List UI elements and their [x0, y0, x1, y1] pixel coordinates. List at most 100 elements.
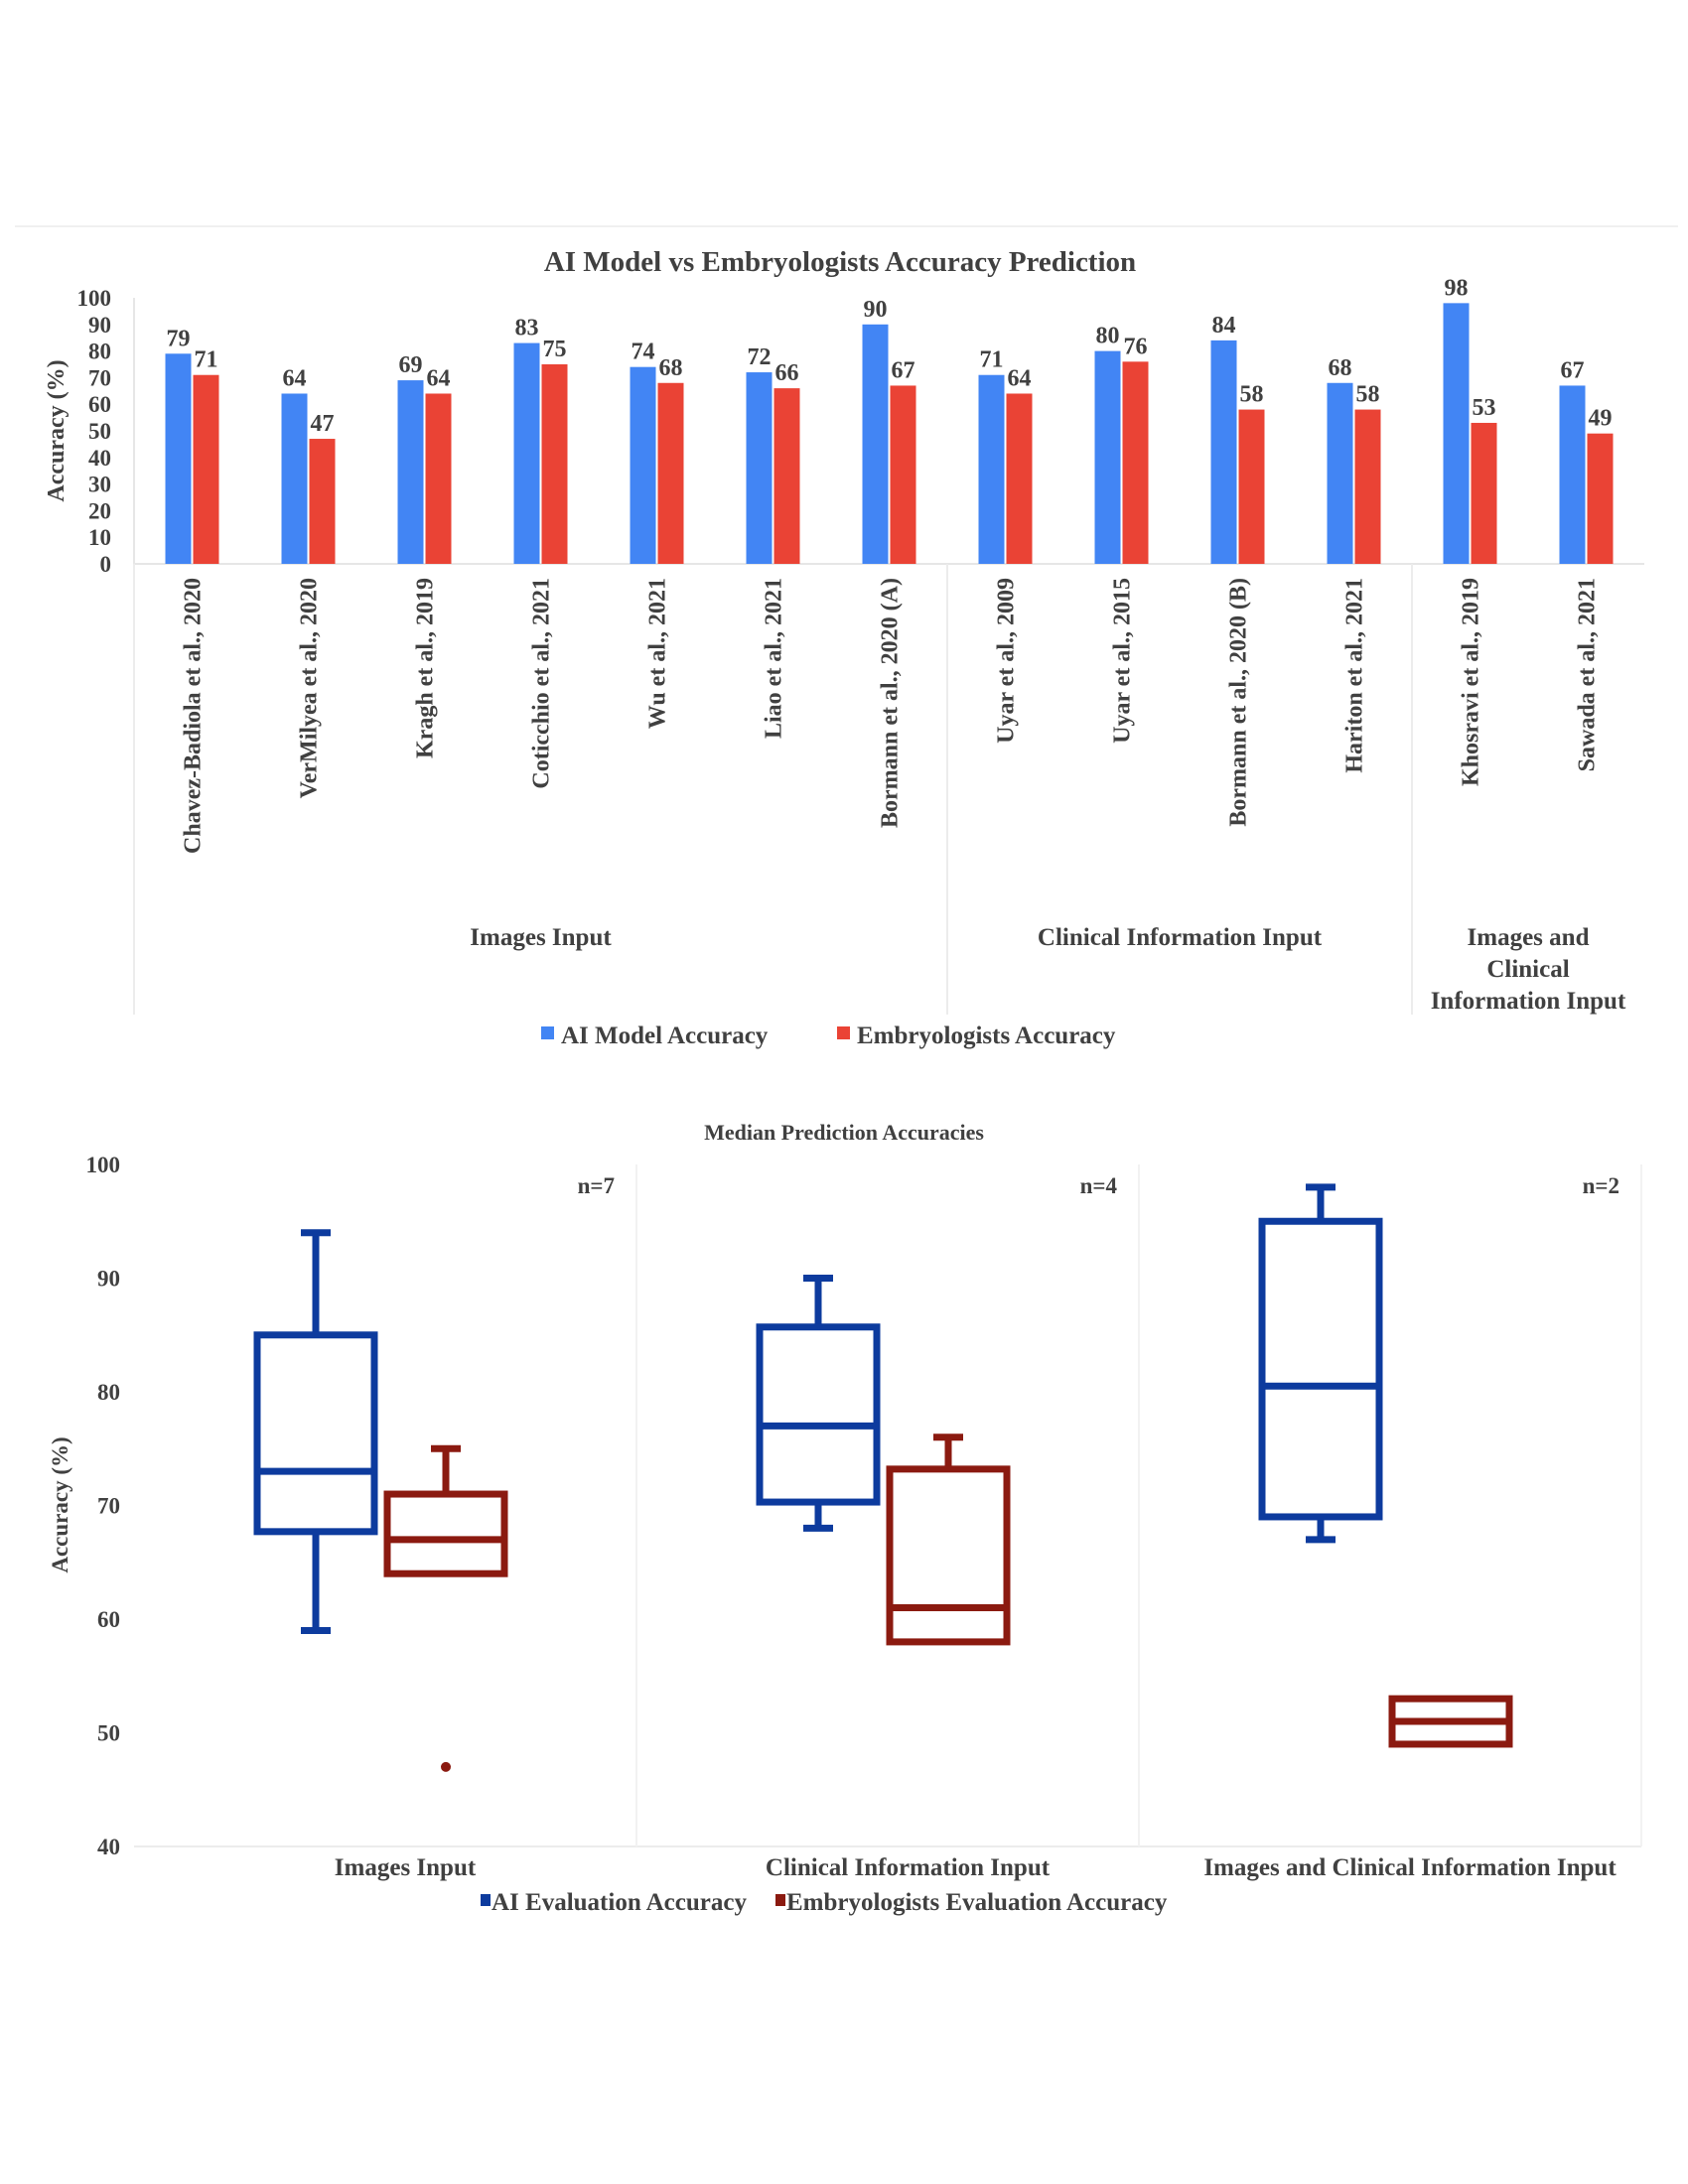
bar-data-label: 68: [659, 355, 683, 381]
bar-data-label: 76: [1124, 334, 1148, 359]
box: [1258, 1217, 1383, 1521]
x-category-label: Clinical Information Input: [766, 1854, 1051, 1881]
y-tick-label: 60: [88, 392, 111, 417]
y-tick-label: 20: [88, 498, 111, 523]
bar-data-label: 84: [1212, 313, 1236, 339]
bar-ai: [978, 374, 1005, 564]
legend-label: AI Model Accuracy: [561, 1023, 769, 1049]
bar-ai: [513, 342, 540, 564]
bar-ai: [1210, 340, 1237, 564]
bar-data-label: 47: [311, 411, 335, 437]
bar-data-label: 71: [195, 347, 218, 373]
bar-embryologist: [1006, 393, 1033, 564]
y-tick-label: 80: [97, 1380, 120, 1405]
bar-chart-title: AI Model vs Embryologists Accuracy Predi…: [544, 246, 1136, 278]
n-label: n=7: [578, 1173, 615, 1198]
bar-data-label: 90: [864, 297, 888, 323]
x-category-label: Sawada et al., 2021: [1575, 578, 1601, 771]
y-tick-label: 70: [88, 365, 111, 390]
bar-data-label: 66: [775, 360, 799, 386]
bar-ai: [1443, 303, 1470, 564]
y-tick-label: 60: [97, 1607, 120, 1632]
x-category-label: Kragh et al., 2019: [413, 578, 439, 758]
box-chart-title: Median Prediction Accuracies: [704, 1120, 984, 1145]
bar-embryologist: [1471, 422, 1497, 564]
x-category-label: Uyar et al., 2015: [1110, 578, 1136, 744]
bar-data-label: 64: [1008, 365, 1032, 391]
x-category-label: Wu et al., 2021: [645, 578, 671, 729]
bar-data-label: 83: [515, 316, 539, 341]
box-chart-y-axis-label: Accuracy (%): [48, 1436, 72, 1572]
group-label: Images Input: [470, 924, 612, 951]
legend-label: Embryologists Accuracy: [857, 1023, 1116, 1049]
x-category-label: Bormann et al., 2020 (A): [878, 578, 904, 828]
bar-ai: [1559, 385, 1586, 564]
y-tick-label: 0: [100, 552, 112, 577]
bar-data-label: 68: [1329, 355, 1352, 381]
y-tick-label: 100: [86, 1153, 121, 1177]
y-tick-label: 50: [88, 419, 111, 444]
bar-embryologist: [657, 382, 684, 564]
legend-swatch-embryologist: [837, 1026, 850, 1039]
bar-ai: [862, 324, 889, 564]
x-category-label: Chavez-Badiola et al., 2020: [181, 578, 207, 854]
y-tick-label: 90: [88, 313, 111, 338]
legend-swatch-ai: [541, 1026, 554, 1039]
bar-data-label: 58: [1240, 382, 1264, 408]
group-label-line: Images and: [1468, 924, 1590, 951]
bar-embryologist: [890, 385, 916, 564]
bar-ai: [746, 372, 773, 564]
bar-embryologist: [1587, 433, 1614, 564]
bar-embryologist: [425, 393, 452, 564]
y-tick-label: 30: [88, 473, 111, 497]
box: [756, 1323, 881, 1506]
bar-data-label: 58: [1356, 382, 1380, 408]
x-category-label: Images Input: [335, 1854, 477, 1881]
x-category-label: Bormann et al., 2020 (B): [1226, 578, 1252, 827]
bar-data-label: 64: [427, 365, 451, 391]
bar-embryologist: [1238, 409, 1265, 564]
bar-data-label: 71: [980, 347, 1004, 373]
y-tick-label: 10: [88, 525, 111, 550]
bar-chart: AI Model vs Embryologists Accuracy Predi…: [44, 246, 1644, 1049]
x-category-label: Khosravi et al., 2019: [1459, 578, 1484, 786]
bar-data-label: 53: [1473, 395, 1496, 421]
y-tick-label: 40: [97, 1835, 120, 1859]
bar-data-label: 67: [892, 357, 915, 383]
box: [886, 1465, 1011, 1646]
bar-data-label: 67: [1561, 357, 1585, 383]
bar-chart-y-axis-label: Accuracy (%): [44, 359, 70, 501]
n-label: n=2: [1583, 1173, 1619, 1198]
bar-ai: [630, 366, 656, 564]
y-tick-label: 70: [97, 1494, 120, 1519]
y-tick-label: 50: [97, 1721, 120, 1746]
legend-label: Embryologists Evaluation Accuracy: [786, 1889, 1168, 1916]
bar-ai: [1094, 350, 1121, 564]
box-plot-chart: Median Prediction Accuracies Accuracy (%…: [48, 1120, 1642, 1916]
bar-embryologist: [1354, 409, 1381, 564]
bar-embryologist: [774, 388, 800, 564]
bar-data-label: 80: [1096, 324, 1120, 349]
x-category-label: Hariton et al., 2021: [1342, 578, 1368, 773]
group-label-line: Information Input: [1431, 988, 1626, 1015]
bar-data-label: 64: [283, 365, 307, 391]
legend-swatch-embryologist: [775, 1894, 785, 1906]
legend-label: AI Evaluation Accuracy: [492, 1889, 747, 1916]
y-tick-label: 90: [97, 1267, 120, 1292]
x-category-label: Liao et al., 2021: [762, 578, 787, 739]
x-category-label: Coticchio et al., 2021: [529, 578, 555, 789]
x-category-label: VerMilyea et al., 2020: [297, 578, 323, 798]
y-tick-label: 100: [77, 286, 112, 311]
bar-embryologist: [193, 374, 219, 564]
box: [383, 1490, 508, 1577]
bar-data-label: 75: [543, 337, 567, 362]
y-tick-label: 80: [88, 340, 111, 364]
bar-ai: [165, 353, 192, 564]
group-label-line: Clinical: [1486, 956, 1569, 983]
bar-data-label: 49: [1589, 406, 1613, 432]
x-category-label: Images and Clinical Information Input: [1203, 1854, 1617, 1881]
bar-embryologist: [541, 364, 568, 564]
bar-embryologist: [309, 439, 336, 564]
bar-ai: [281, 393, 308, 564]
